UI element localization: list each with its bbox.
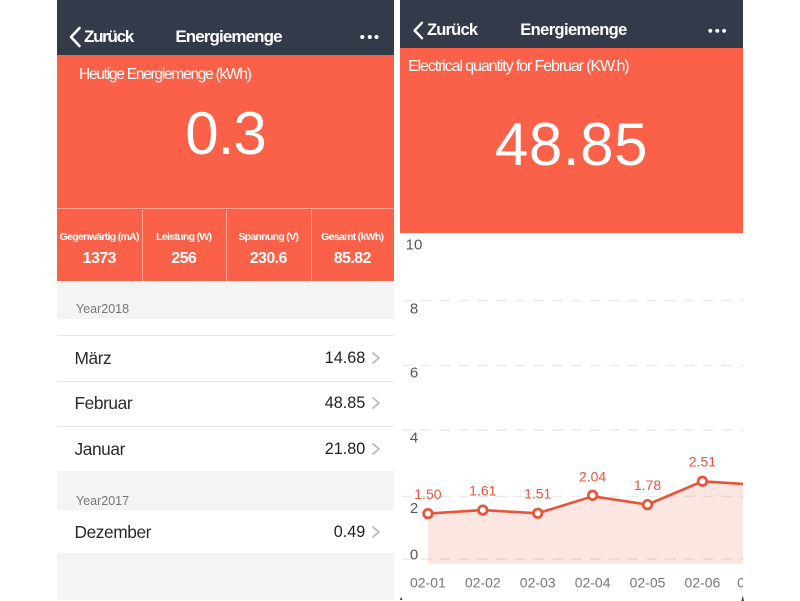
svg-text:02-03: 02-03	[520, 574, 556, 590]
svg-text:1.78: 1.78	[634, 476, 661, 492]
svg-text:1.50: 1.50	[414, 485, 441, 501]
svg-text:1.61: 1.61	[469, 482, 496, 498]
svg-text:02-05: 02-05	[630, 574, 666, 590]
svg-text:4: 4	[410, 429, 418, 446]
svg-text:02-04: 02-04	[575, 574, 611, 590]
svg-text:02-06: 02-06	[684, 574, 720, 590]
svg-text:02-07: 02-07	[737, 574, 743, 590]
svg-text:2.04: 2.04	[579, 468, 606, 484]
svg-text:6: 6	[410, 364, 418, 381]
svg-text:02-01: 02-01	[410, 574, 446, 590]
svg-text:8: 8	[410, 300, 418, 317]
svg-text:02-02: 02-02	[465, 574, 501, 590]
svg-text:2.51: 2.51	[689, 453, 716, 469]
svg-text:1.51: 1.51	[524, 485, 551, 501]
svg-text:0: 0	[410, 546, 418, 563]
svg-text:2: 2	[410, 500, 418, 517]
svg-text:10: 10	[406, 236, 423, 253]
